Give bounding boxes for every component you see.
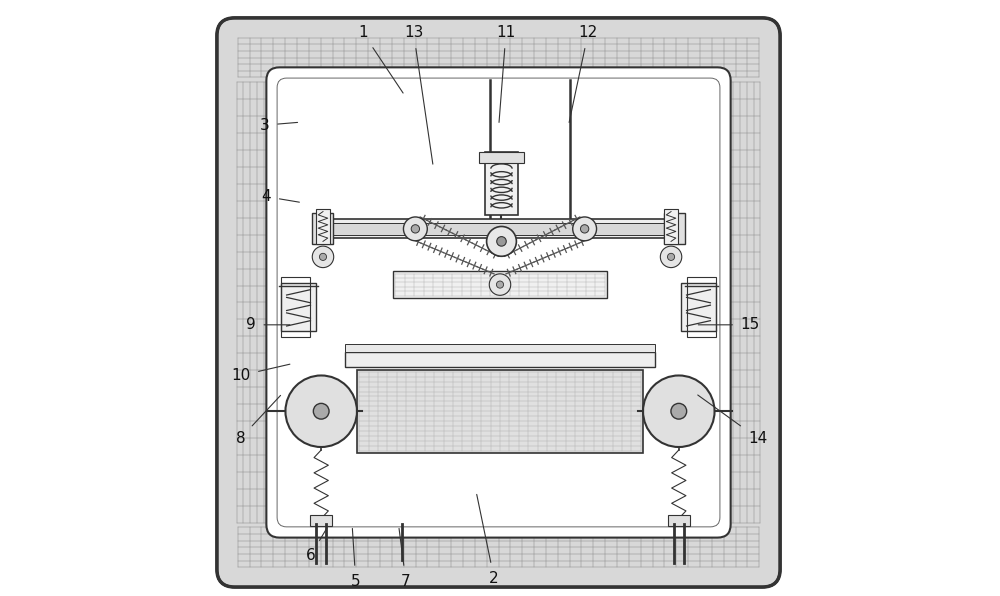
Bar xyxy=(345,352,655,367)
Bar xyxy=(485,152,518,215)
Text: 7: 7 xyxy=(399,529,411,589)
Circle shape xyxy=(313,403,329,419)
Bar xyxy=(333,223,664,235)
Circle shape xyxy=(497,237,506,246)
Text: 8: 8 xyxy=(236,395,281,446)
Bar xyxy=(687,277,716,337)
Text: 3: 3 xyxy=(260,117,298,133)
Text: 10: 10 xyxy=(231,364,290,383)
Text: 13: 13 xyxy=(404,25,433,164)
Circle shape xyxy=(312,246,334,268)
Circle shape xyxy=(573,217,597,241)
FancyBboxPatch shape xyxy=(266,67,731,538)
Text: 12: 12 xyxy=(569,25,598,122)
Bar xyxy=(479,152,524,163)
Bar xyxy=(664,209,678,244)
Bar xyxy=(357,370,643,453)
Circle shape xyxy=(667,253,675,260)
Bar xyxy=(718,80,762,524)
Bar xyxy=(310,515,332,526)
Circle shape xyxy=(580,225,589,233)
Text: 5: 5 xyxy=(351,529,361,589)
Text: 9: 9 xyxy=(246,317,290,333)
Bar xyxy=(316,209,330,244)
Circle shape xyxy=(403,217,427,241)
Bar xyxy=(235,36,762,80)
Bar xyxy=(393,271,607,298)
FancyBboxPatch shape xyxy=(217,18,780,587)
Text: 4: 4 xyxy=(262,189,299,204)
Circle shape xyxy=(496,281,504,288)
Circle shape xyxy=(489,274,511,296)
Text: 1: 1 xyxy=(358,25,403,93)
Bar xyxy=(318,219,679,238)
Bar xyxy=(312,213,333,244)
Circle shape xyxy=(671,403,687,419)
Circle shape xyxy=(643,375,715,447)
Bar xyxy=(235,524,762,569)
Circle shape xyxy=(285,375,357,447)
Bar xyxy=(235,80,279,524)
Bar xyxy=(664,213,685,244)
Bar xyxy=(668,515,690,526)
Circle shape xyxy=(319,253,327,260)
Circle shape xyxy=(660,246,682,268)
Bar xyxy=(281,283,316,331)
Circle shape xyxy=(487,226,516,256)
Circle shape xyxy=(411,225,420,233)
Text: 14: 14 xyxy=(698,395,767,446)
Text: 15: 15 xyxy=(698,317,760,333)
Text: 6: 6 xyxy=(306,528,327,563)
Bar xyxy=(681,283,716,331)
Bar xyxy=(281,277,310,337)
Text: 11: 11 xyxy=(496,25,516,122)
Text: 2: 2 xyxy=(477,495,499,586)
Bar xyxy=(345,344,655,352)
